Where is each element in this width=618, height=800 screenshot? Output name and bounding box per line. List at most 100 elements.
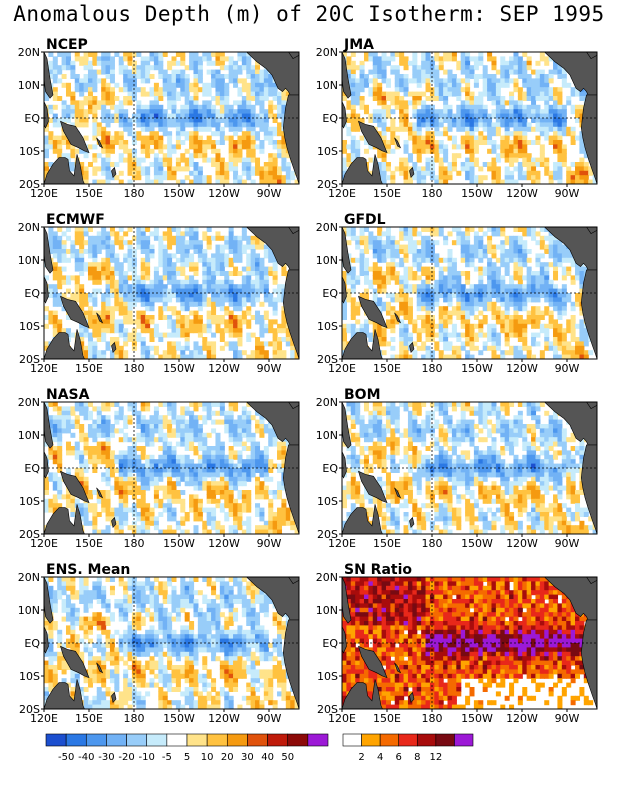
- field-cell: [399, 113, 405, 119]
- x-tick-label: 180: [422, 187, 443, 200]
- field-cell: [487, 135, 493, 141]
- field-cell: [189, 140, 195, 145]
- field-cell: [469, 91, 475, 97]
- field-cell: [456, 235, 462, 241]
- field-cell: [513, 135, 519, 141]
- field-cell: [469, 96, 475, 101]
- field-cell: [381, 100, 387, 106]
- field-cell: [443, 118, 449, 123]
- field-cell: [451, 240, 457, 246]
- field-cell: [438, 315, 444, 320]
- field-cell: [544, 157, 550, 163]
- field-cell: [215, 319, 221, 325]
- field-cell: [206, 100, 212, 106]
- field-cell: [416, 140, 422, 145]
- field-cell: [175, 319, 181, 325]
- field-cell: [197, 319, 203, 325]
- field-cell: [219, 157, 225, 163]
- field-cell: [522, 275, 528, 281]
- field-cell: [539, 144, 545, 150]
- field-cell: [482, 82, 488, 88]
- field-cell: [570, 275, 576, 281]
- field-cell: [180, 235, 186, 241]
- field-cell: [381, 122, 387, 128]
- field-cell: [184, 82, 190, 88]
- field-cell: [553, 257, 559, 263]
- field-cell: [259, 341, 265, 347]
- field-cell: [131, 113, 137, 119]
- field-cell: [513, 235, 519, 241]
- field-cell: [180, 87, 186, 93]
- field-cell: [526, 56, 532, 62]
- field-cell: [443, 341, 449, 347]
- field-cell: [259, 69, 265, 75]
- field-cell: [109, 293, 115, 298]
- field-cell: [451, 113, 457, 119]
- field-cell: [281, 315, 287, 320]
- field-cell: [429, 354, 435, 359]
- field-cell: [372, 323, 378, 329]
- field-cell: [517, 118, 523, 123]
- field-cell: [495, 87, 501, 93]
- field-cell: [61, 244, 67, 250]
- field-cell: [215, 74, 221, 79]
- field-cell: [219, 345, 225, 351]
- field-cell: [526, 288, 532, 294]
- field-cell: [140, 78, 146, 84]
- field-cell: [127, 227, 133, 232]
- field-cell: [372, 275, 378, 281]
- field-cell: [407, 354, 413, 359]
- field-cell: [372, 74, 378, 79]
- field-cell: [215, 253, 221, 259]
- field-cell: [553, 271, 559, 276]
- field-cell: [491, 350, 497, 356]
- field-cell: [447, 122, 453, 128]
- field-cell: [92, 315, 98, 320]
- field-cell: [127, 56, 133, 62]
- field-cell: [215, 78, 221, 84]
- field-cell: [162, 113, 168, 119]
- field-cell: [425, 113, 431, 119]
- field-cell: [478, 253, 484, 259]
- field-cell: [224, 279, 230, 285]
- field-cell: [535, 104, 541, 110]
- field-cell: [429, 319, 435, 325]
- field-cell: [246, 56, 252, 62]
- field-cell: [443, 279, 449, 285]
- field-cell: [421, 341, 427, 347]
- field-cell: [570, 332, 576, 338]
- field-cell: [469, 170, 475, 176]
- field-cell: [456, 332, 462, 338]
- field-cell: [131, 301, 137, 307]
- field-cell: [228, 319, 234, 325]
- field-cell: [482, 315, 488, 320]
- field-cell: [553, 249, 559, 254]
- field-cell: [443, 319, 449, 325]
- field-cell: [456, 240, 462, 246]
- field-cell: [425, 74, 431, 79]
- field-cell: [92, 153, 98, 159]
- field-cell: [385, 91, 391, 97]
- field-cell: [114, 231, 120, 237]
- field-cell: [394, 297, 400, 303]
- field-cell: [70, 162, 76, 167]
- field-cell: [255, 69, 261, 75]
- field-cell: [105, 56, 111, 62]
- field-cell: [429, 140, 435, 145]
- field-cell: [500, 301, 506, 307]
- field-cell: [123, 82, 129, 88]
- field-cell: [500, 350, 506, 356]
- field-cell: [202, 118, 208, 123]
- field-cell: [469, 227, 475, 232]
- field-cell: [372, 235, 378, 241]
- field-cell: [491, 122, 497, 128]
- field-cell: [469, 100, 475, 106]
- field-cell: [277, 170, 283, 176]
- field-cell: [123, 240, 129, 246]
- field-cell: [255, 166, 261, 172]
- field-cell: [544, 126, 550, 132]
- field-cell: [478, 240, 484, 246]
- field-cell: [202, 253, 208, 259]
- field-cell: [74, 104, 80, 110]
- field-cell: [259, 266, 265, 272]
